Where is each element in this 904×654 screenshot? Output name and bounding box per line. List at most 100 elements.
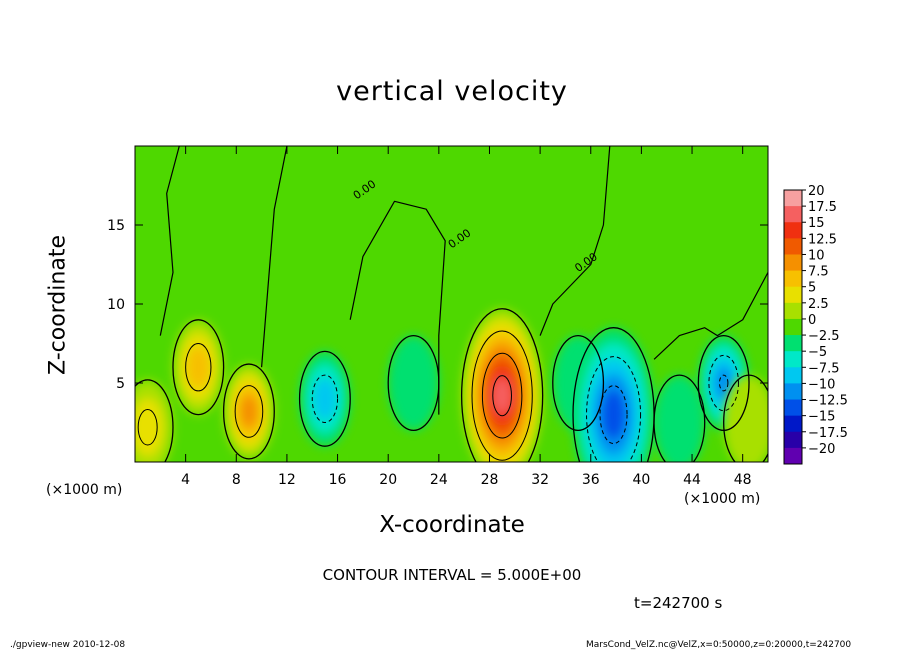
- contour-9-0: [653, 374, 706, 462]
- footer-program: ./gpview-new 2010-12-08: [10, 640, 126, 650]
- footer-source: MarsCond_VelZ.nc@VelZ,x=0:50000,z=0:2000…: [586, 640, 852, 650]
- colorbar-label-11: −7.5: [808, 361, 840, 376]
- colorbar-label-4: 10: [808, 248, 825, 263]
- colorbar-label-13: −12.5: [808, 394, 848, 409]
- colorbar-label-16: −20: [808, 442, 835, 457]
- feature-10-level-1: [723, 375, 768, 462]
- contour-2-1: [234, 385, 264, 438]
- colorbar-swatch-7: [784, 302, 802, 320]
- feature-9: [654, 375, 705, 462]
- colorbar-swatch-15: [784, 431, 802, 449]
- x-tick-label-12: 12: [278, 472, 296, 488]
- time-label: t=242700 s: [634, 594, 723, 612]
- contour-7-2: [599, 385, 628, 445]
- x-tick-label-48: 48: [734, 472, 752, 488]
- x-axis-unit: (×1000 m): [684, 491, 761, 507]
- contour-2-0: [222, 363, 275, 460]
- colorbar-swatch-14: [784, 415, 802, 433]
- zero-contour-2: [349, 200, 446, 415]
- contour-3-1: [137, 408, 158, 446]
- colorbar-label-3: 12.5: [808, 232, 837, 247]
- x-tick-label-32: 32: [531, 472, 549, 488]
- feature-8-level-4: [714, 366, 733, 400]
- colorbar-label-1: 17.5: [808, 200, 837, 215]
- zero-contour-4: [653, 272, 768, 360]
- colorbar-label-8: 0: [808, 313, 816, 328]
- x-tick-label-8: 8: [232, 472, 241, 488]
- contour-3-0: [135, 379, 174, 462]
- colorbar-label-10: −5: [808, 345, 827, 360]
- x-tick-label-20: 20: [379, 472, 397, 488]
- x-tick-label-24: 24: [430, 472, 448, 488]
- colorbar-label-15: −17.5: [808, 426, 848, 441]
- feature-5: [388, 335, 439, 431]
- colorbar-label-9: −2.5: [808, 329, 840, 344]
- feature-0-level-7: [493, 377, 511, 414]
- contour-0-1: [471, 330, 533, 461]
- colorbar-label-2: 15: [808, 216, 825, 231]
- zero-contour-3: [539, 146, 611, 336]
- contour-0-2: [481, 352, 523, 439]
- feature-3-level-2: [135, 398, 164, 457]
- x-tick-label-28: 28: [481, 472, 499, 488]
- x-tick-label-36: 36: [582, 472, 600, 488]
- contour-1-1: [185, 343, 212, 392]
- contour-4-1: [311, 374, 339, 423]
- colorbar-swatch-1: [784, 206, 802, 223]
- x-tick-label-44: 44: [683, 472, 701, 488]
- feature-10: [723, 375, 768, 462]
- colorbar-swatch-10: [784, 351, 802, 368]
- colorbar-label-5: 7.5: [808, 265, 829, 280]
- colorbar-swatch-0: [784, 190, 802, 207]
- feature-0: [461, 308, 543, 462]
- colorbar-swatch-4: [784, 254, 802, 272]
- feature-7-level-5: [601, 389, 626, 440]
- x-tick-label-4: 4: [181, 472, 190, 488]
- colorbar-frame: [783, 189, 803, 465]
- colorbar-label-12: −10: [808, 377, 835, 392]
- y-tick-label-5: 5: [116, 376, 125, 392]
- x-axis-label: X-coordinate: [379, 512, 525, 538]
- colorbar-swatch-16: [784, 447, 802, 465]
- feature-1-level-3: [187, 346, 210, 389]
- y-axis-unit: (×1000 m): [46, 482, 123, 498]
- colorbar-swatch-3: [784, 238, 802, 255]
- zero-contour-1: [261, 146, 288, 368]
- contour-0-0: [460, 308, 544, 462]
- y-axis: 5 10 15: [107, 218, 768, 392]
- feature-5-level-1: [388, 335, 439, 431]
- contour-6-0: [552, 334, 605, 432]
- feature-4-level-3: [313, 377, 337, 420]
- colorbar-swatch-12: [784, 383, 802, 401]
- y-tick-label-15: 15: [107, 218, 125, 234]
- contour-8-2: [718, 374, 729, 392]
- colorbar-swatch-2: [784, 222, 802, 239]
- colorbar-swatch-11: [784, 367, 802, 384]
- zero-contour-0: [159, 146, 180, 336]
- plot-area: [135, 146, 768, 462]
- y-tick-label-10: 10: [107, 297, 125, 313]
- contour-0-3: [492, 375, 512, 417]
- y-axis-label: Z-coordinate: [45, 235, 71, 375]
- contour-8-1: [708, 354, 739, 412]
- colorbar-label-7: 2.5: [808, 297, 829, 312]
- contour-7-1: [586, 356, 642, 462]
- colorbar-label-0: 20: [808, 184, 825, 199]
- colorbar-swatch-5: [784, 270, 802, 288]
- feature-7: [573, 327, 655, 462]
- contour-1-0: [172, 319, 225, 416]
- contour-interval-label: CONTOUR INTERVAL = 5.000E+00: [322, 566, 582, 584]
- colorbar-swatch-8: [784, 318, 802, 336]
- contour-4-0: [298, 350, 351, 447]
- colorbar-label-14: −15: [808, 410, 835, 425]
- feature-9-level-1: [654, 375, 705, 462]
- chart-title: vertical velocity: [336, 76, 568, 107]
- colorbar-swatch-13: [784, 399, 802, 417]
- contour-10-0: [723, 374, 768, 462]
- x-axis: 4 8 12 16 20 24 28 32 36 40 44 48: [181, 146, 752, 488]
- x-tick-label-40: 40: [632, 472, 650, 488]
- colorbar-swatch-9: [784, 335, 802, 352]
- feature-2-level-4: [240, 394, 258, 428]
